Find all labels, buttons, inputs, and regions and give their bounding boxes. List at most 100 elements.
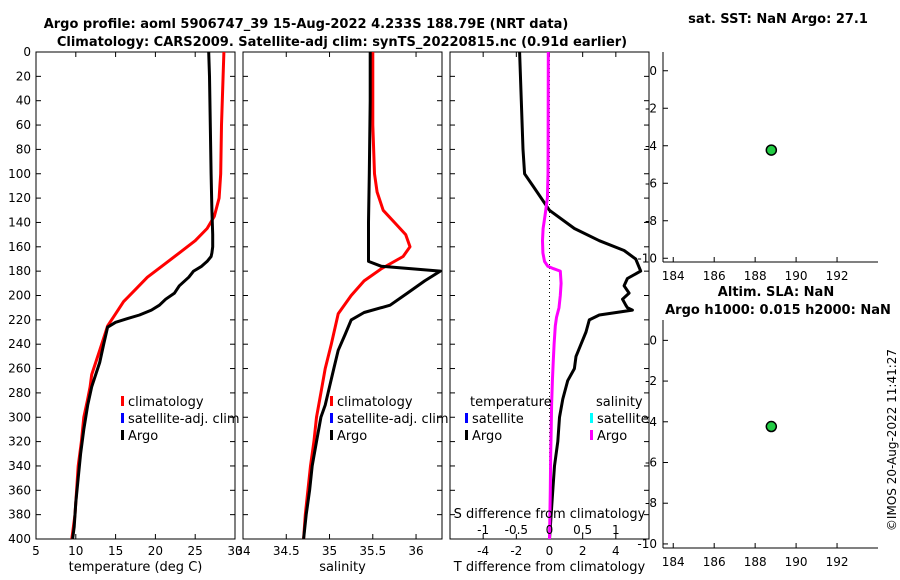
temperature-axis-label: temperature (deg C)	[69, 560, 203, 575]
sla-map-y-tick-label: -10	[637, 537, 657, 551]
sst-map-x-tick-label: 192	[826, 269, 849, 283]
temperature-tick-label: 25	[188, 544, 203, 558]
salinity-difference-tick-label: -0.5	[505, 523, 528, 537]
depth-tick-label: 400	[8, 532, 31, 546]
difference-legend-item-swatch	[465, 413, 468, 423]
difference-legend-item: Argo	[597, 429, 627, 444]
sst-map-argo-location-marker	[765, 144, 778, 156]
salinity-legend-item: satellite-adj. clim	[337, 412, 449, 427]
sla-map-y-tick-label: -6	[645, 456, 657, 470]
figure-title-line1: Argo profile: aoml 5906747_39 15-Aug-202…	[44, 17, 569, 32]
salinity-difference-tick-label: -1	[477, 523, 489, 537]
salinity-difference-axis-label: S difference from climatology	[454, 507, 646, 522]
salinity-tick-label: 34	[235, 544, 250, 558]
temperature-difference-axis-label: T difference from climatology	[453, 560, 646, 575]
temperature-legend-item: Argo	[128, 429, 158, 444]
figure-title-line2: Climatology: CARS2009. Satellite-adj cli…	[57, 35, 627, 50]
sla-map-x-tick-label: 184	[662, 555, 685, 569]
salinity-tick-label: 34.5	[273, 544, 300, 558]
temperature-tick-label: 5	[32, 544, 40, 558]
depth-tick-label: 240	[8, 337, 31, 351]
sst-map-y-tick-label: 0	[649, 64, 657, 78]
temperature-legend-item: satellite-adj. clim	[128, 412, 240, 427]
temperature-difference-tick-label: 4	[612, 544, 620, 558]
depth-tick-label: 140	[8, 215, 31, 229]
sst-map-x-tick-label: 186	[703, 269, 726, 283]
sst-map-title: sat. SST: NaN Argo: 27.1	[688, 12, 868, 27]
sla-map-x-tick-label: 190	[785, 555, 808, 569]
depth-tick-label: 40	[16, 94, 31, 108]
argo-salinity-difference-line	[541, 51, 563, 540]
depth-tick-label: 0	[23, 45, 31, 59]
salinity-legend-item-swatch	[330, 430, 333, 440]
sla-map-panel: 0 -2 -4 -6 -8 -10 184 186 188 190 192 Altim. SLA: N…	[637, 285, 890, 569]
salinity-legend-item-swatch	[330, 413, 333, 423]
climatology-temperature-line	[70, 51, 226, 540]
depth-tick-label: 300	[8, 410, 31, 424]
salinity-panel: 34 34.5 35 35.5 36 salinity climatology satelli…	[235, 51, 449, 575]
legend-temperature-header: temperature	[470, 395, 552, 410]
difference-legend-item-swatch	[590, 413, 593, 423]
difference-legend-item: satellite	[597, 412, 649, 427]
difference-legend-item: Argo	[472, 429, 502, 444]
temperature-tick-label: 20	[148, 544, 163, 558]
sla-map-y-tick-label: -8	[645, 496, 657, 510]
depth-tick-label: 200	[8, 289, 31, 303]
sst-map-y-tick-label: -2	[645, 101, 657, 115]
sla-map-y-tick-label: -4	[645, 415, 657, 429]
temperature-legend-item-swatch	[121, 396, 124, 406]
sst-map-y-tick-label: -6	[645, 176, 657, 190]
salinity-tick-label: 36	[408, 544, 423, 558]
credit-stamp: ©IMOS 20-Aug-2022 11:41:27	[885, 349, 899, 531]
temperature-difference-tick-label: 2	[579, 544, 587, 558]
sla-map-y-tick-label: -2	[645, 374, 657, 388]
temperature-panel: 0 20 40 60 80 100 120 140 160 180 200 220 240 260 280 3…	[8, 45, 243, 575]
temperature-tick-label: 30	[227, 544, 242, 558]
depth-tick-label: 260	[8, 362, 31, 376]
sla-map-x-tick-label: 186	[703, 555, 726, 569]
salinity-legend-item: climatology	[337, 395, 413, 410]
difference-legend-item-swatch	[590, 430, 593, 440]
salinity-tick-label: 35	[322, 544, 337, 558]
sla-map-argo-location-marker	[765, 420, 778, 433]
temperature-difference-tick-label: -4	[477, 544, 489, 558]
argo-temperature-line	[71, 51, 215, 540]
sla-map-x-tick-label: 192	[826, 555, 849, 569]
salinity-legend-item: Argo	[337, 429, 367, 444]
salinity-tick-label: 35.5	[359, 544, 386, 558]
depth-tick-label: 120	[8, 191, 31, 205]
depth-tick-label: 80	[16, 142, 31, 156]
salinity-axis-label: salinity	[319, 560, 366, 575]
salinity-difference-tick-label: 0	[546, 523, 554, 537]
sla-map-title: Altim. SLA: NaN	[718, 285, 834, 300]
depth-tick-label: 180	[8, 264, 31, 278]
difference-legend-item-swatch	[465, 430, 468, 440]
sla-map-subtitle: Argo h1000: 0.015 h2000: NaN	[665, 303, 891, 318]
depth-tick-label: 160	[8, 240, 31, 254]
depth-tick-label: 380	[8, 508, 31, 522]
temperature-legend-item-swatch	[121, 430, 124, 440]
depth-tick-label: 280	[8, 386, 31, 400]
depth-tick-label: 360	[8, 483, 31, 497]
temperature-legend-item: climatology	[128, 395, 204, 410]
temperature-tick-label: 10	[68, 544, 83, 558]
sst-map-x-tick-label: 188	[744, 269, 767, 283]
argo-temperature-difference-line	[518, 51, 643, 540]
sla-map-y-tick-label: 0	[649, 333, 657, 347]
salinity-axes	[242, 51, 443, 540]
salinity-legend-item-swatch	[330, 396, 333, 406]
temperature-axes	[35, 51, 236, 540]
salinity-difference-tick-label: 0.5	[573, 523, 592, 537]
sst-map-x-tick-label: 190	[785, 269, 808, 283]
temperature-difference-tick-label: 0	[546, 544, 554, 558]
depth-tick-label: 60	[16, 118, 31, 132]
depth-tick-label: 340	[8, 459, 31, 473]
sla-map-x-tick-label: 188	[744, 555, 767, 569]
temperature-tick-label: 15	[108, 544, 123, 558]
sst-map-y-tick-label: -10	[637, 251, 657, 265]
depth-tick-label: 20	[16, 69, 31, 83]
temperature-difference-tick-label: -2	[510, 544, 522, 558]
temperature-legend-item-swatch	[121, 413, 124, 423]
difference-panel: -4 -2 0 2 4 T difference from climatology S di…	[449, 51, 650, 575]
